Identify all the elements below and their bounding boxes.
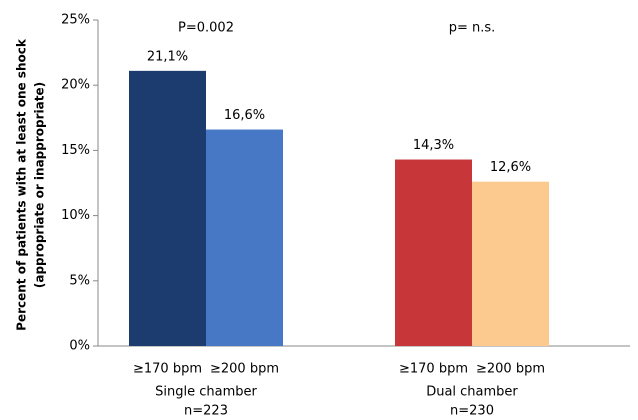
value-label: 14,3% (413, 138, 454, 153)
x-tick-label: ≥200 bpm (210, 362, 279, 377)
y-tick-label: 0% (69, 339, 90, 354)
category-note: n=230 (450, 404, 494, 419)
category-label: Single chamber (155, 385, 257, 400)
bar (129, 70, 206, 346)
y-axis-title: (appropriate or inappropriate) (33, 82, 47, 288)
value-label: 16,6% (224, 108, 265, 123)
x-tick-label: ≥170 bpm (399, 362, 468, 377)
value-label: 12,6% (490, 160, 531, 175)
category-label: Dual chamber (426, 385, 518, 400)
annotation: p= n.s. (449, 21, 496, 36)
y-tick-label: 15% (61, 143, 90, 158)
y-tick-label: 5% (69, 273, 90, 288)
y-tick-label: 25% (61, 13, 90, 28)
annotation: P=0.002 (178, 21, 234, 36)
bar (395, 159, 472, 346)
x-tick-label: ≥170 bpm (133, 362, 202, 377)
bar (472, 181, 549, 346)
y-tick-label: 10% (61, 208, 90, 223)
value-label: 21,1% (147, 49, 188, 64)
x-tick-label: ≥200 bpm (476, 362, 545, 377)
category-note: n=223 (184, 404, 228, 419)
y-axis-title: Percent of patients with at least one sh… (15, 38, 29, 331)
bar (206, 129, 283, 346)
y-tick-label: 20% (61, 78, 90, 93)
